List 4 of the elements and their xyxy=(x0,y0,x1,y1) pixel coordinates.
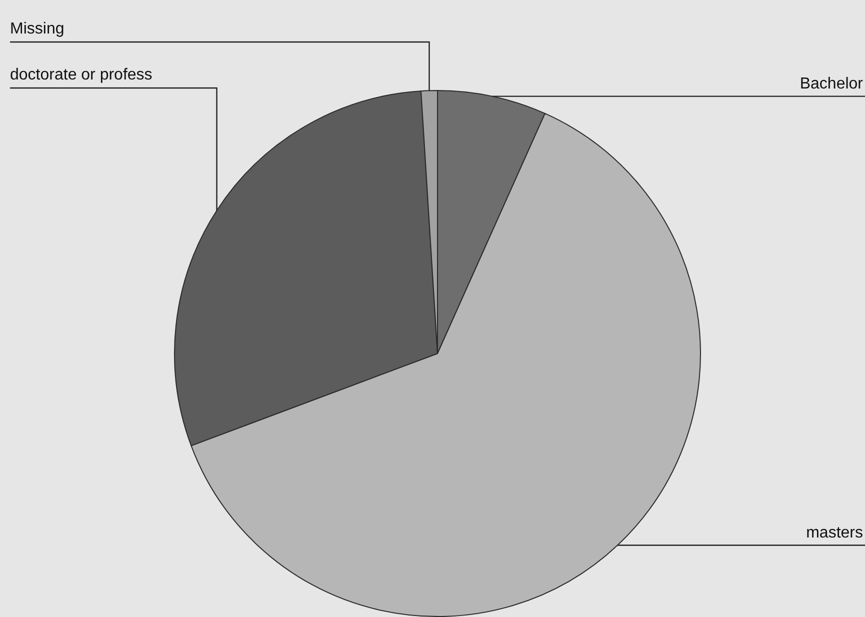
slice-label: masters xyxy=(806,524,863,542)
slice-label: Missing xyxy=(10,20,64,38)
slice-label: doctorate or profess xyxy=(10,66,152,84)
slice-label: Bachelor xyxy=(800,76,864,93)
